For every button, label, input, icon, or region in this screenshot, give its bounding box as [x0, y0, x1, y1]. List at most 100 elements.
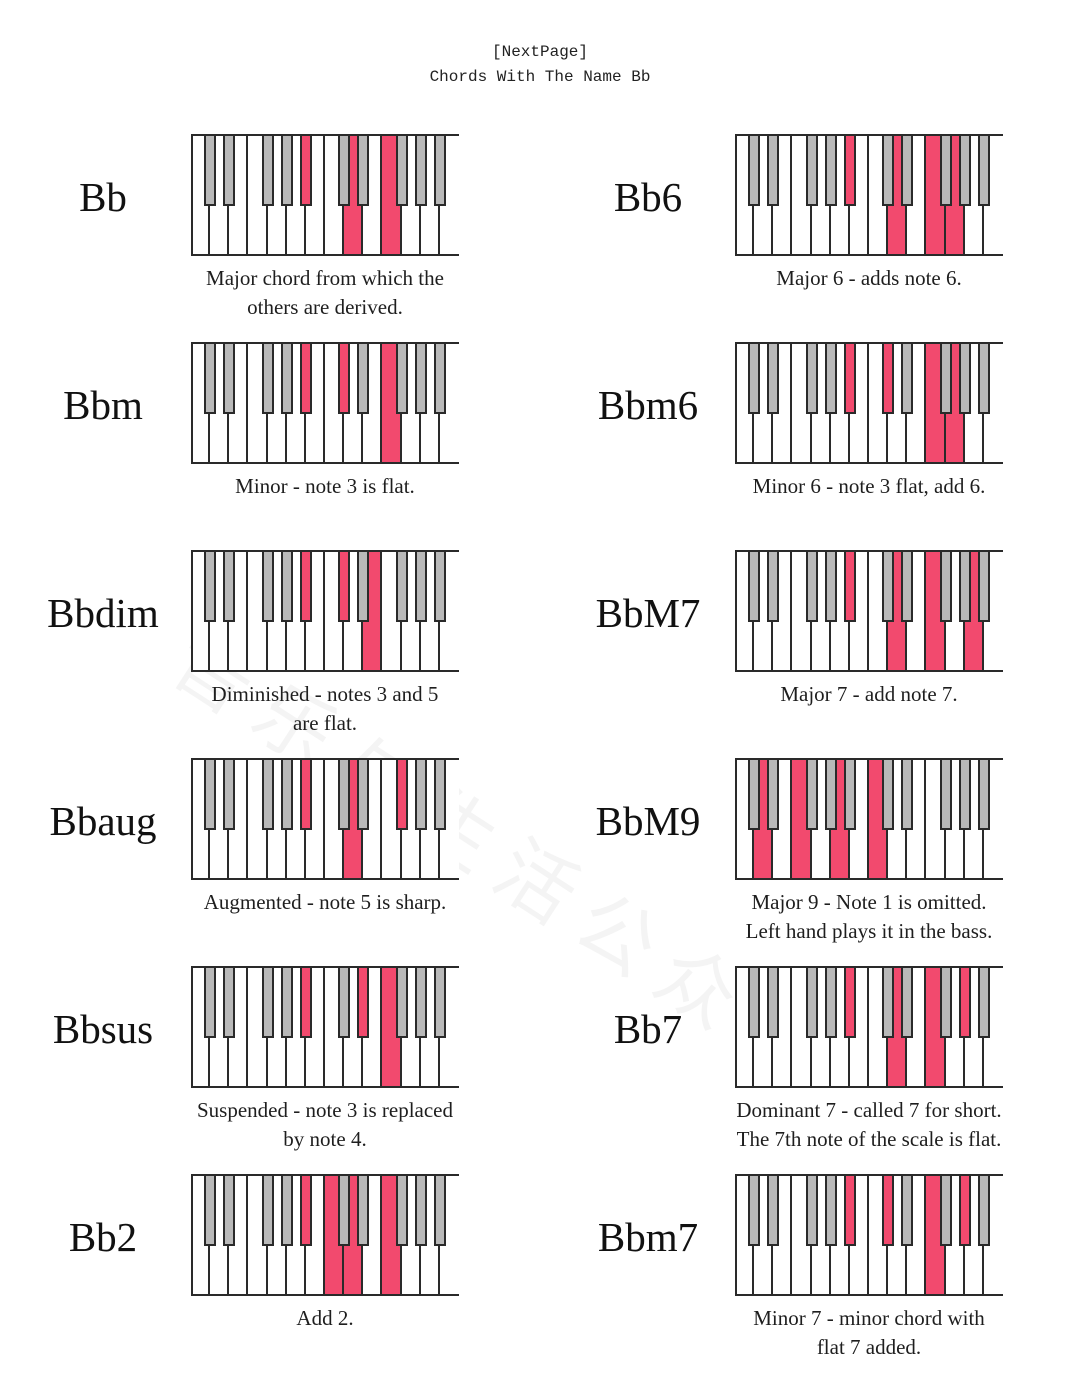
caption-line: Add 2. [296, 1306, 354, 1330]
piano-keyboard [735, 966, 1003, 1088]
black-key-d-sharp [223, 760, 236, 830]
black-key-d-sharp [901, 344, 914, 414]
chord-name: Bbdim [47, 590, 159, 636]
black-key-c-sharp [748, 968, 761, 1038]
black-key-d-sharp [223, 136, 236, 206]
black-key-c-sharp [338, 1176, 351, 1246]
black-key-c-sharp [748, 760, 761, 830]
caption-line: Diminished - notes 3 and 5 [211, 682, 439, 706]
chord-name: Bb6 [613, 174, 683, 220]
next-page-link[interactable]: [NextPage] [491, 43, 588, 61]
black-key-g-sharp [824, 344, 837, 414]
chord-caption: Minor 7 - minor chord with flat 7 added. [704, 1304, 1034, 1362]
piano-keyboard [191, 342, 459, 464]
black-key-g-sharp [280, 1176, 293, 1246]
black-key-g-sharp [824, 552, 837, 622]
black-key-d-sharp [357, 968, 370, 1038]
black-key-f-sharp [261, 1176, 274, 1246]
black-key-g-sharp [280, 968, 293, 1038]
black-key-a-sharp [433, 552, 446, 622]
chord-card: Bbdim Diminished - notes 3 and 5 are flat. [0, 550, 540, 758]
black-key-g-sharp [414, 552, 427, 622]
chord-card: Bb2 Add 2. [0, 1174, 540, 1382]
black-key-f-sharp [261, 760, 274, 830]
black-key-a-sharp [977, 760, 990, 830]
black-key-a-sharp [433, 136, 446, 206]
black-key-c-sharp [748, 1176, 761, 1246]
black-key-g-sharp [824, 968, 837, 1038]
chord-card: Bbaug Augmented - note 5 is sharp. [0, 758, 540, 966]
black-key-a-sharp [299, 344, 312, 414]
chord-name: Bbm [63, 382, 143, 428]
black-key-g-sharp [414, 1176, 427, 1246]
black-key-g-sharp [280, 552, 293, 622]
caption-line: The 7th note of the scale is flat. [736, 1127, 1002, 1151]
black-key-c-sharp [882, 344, 895, 414]
black-key-c-sharp [338, 968, 351, 1038]
caption-line: Minor 7 - minor chord with [753, 1306, 985, 1330]
black-key-c-sharp [338, 760, 351, 830]
chord-name: Bbm7 [597, 1214, 699, 1260]
black-key-f-sharp [805, 136, 818, 206]
black-key-g-sharp [280, 344, 293, 414]
black-key-f-sharp [261, 552, 274, 622]
black-key-f-sharp [395, 552, 408, 622]
black-key-a-sharp [843, 760, 856, 830]
black-key-a-sharp [843, 552, 856, 622]
caption-line: flat 7 added. [816, 1335, 922, 1359]
chord-card: Bbm7 Minor 7 - minor chord with flat 7 add… [544, 1174, 1080, 1382]
black-key-f-sharp [805, 344, 818, 414]
caption-line: by note 4. [283, 1127, 367, 1151]
caption-line: Suspended - note 3 is replaced [196, 1098, 453, 1122]
black-key-g-sharp [958, 760, 971, 830]
black-key-g-sharp [280, 760, 293, 830]
caption-line: Major chord from which the [206, 266, 444, 290]
black-key-a-sharp [433, 1176, 446, 1246]
black-key-c-sharp [204, 552, 217, 622]
chord-name: Bbaug [49, 798, 157, 844]
black-key-d-sharp [223, 1176, 236, 1246]
black-key-d-sharp [767, 552, 780, 622]
black-key-a-sharp [977, 136, 990, 206]
black-key-c-sharp [882, 1176, 895, 1246]
black-key-c-sharp [204, 968, 217, 1038]
black-key-d-sharp [767, 344, 780, 414]
piano-keyboard [735, 1174, 1003, 1296]
black-key-g-sharp [824, 136, 837, 206]
black-key-d-sharp [357, 136, 370, 206]
chord-card: Bb Major chord from which the others are d… [0, 134, 540, 342]
black-key-a-sharp [433, 968, 446, 1038]
black-key-f-sharp [395, 760, 408, 830]
black-key-a-sharp [977, 1176, 990, 1246]
caption-line: Major 9 - Note 1 is omitted. [751, 890, 987, 914]
chord-caption: Dominant 7 - called 7 for short. The 7th … [704, 1096, 1034, 1154]
page-header: [NextPage] Chords With The Name Bb [0, 40, 1080, 90]
black-key-a-sharp [977, 344, 990, 414]
black-key-c-sharp [338, 552, 351, 622]
caption-line: Minor - note 3 is flat. [235, 474, 415, 498]
black-key-a-sharp [977, 968, 990, 1038]
chord-caption: Major chord from which the others are der… [160, 264, 490, 322]
chord-card: Bb6 Major 6 - adds note 6. [544, 134, 1080, 342]
black-key-g-sharp [958, 968, 971, 1038]
black-key-f-sharp [261, 136, 274, 206]
black-key-c-sharp [204, 136, 217, 206]
piano-keyboard [191, 550, 459, 672]
chord-caption: Suspended - note 3 is replaced by note 4. [160, 1096, 490, 1154]
black-key-g-sharp [414, 344, 427, 414]
black-key-a-sharp [299, 968, 312, 1038]
black-key-g-sharp [958, 344, 971, 414]
black-key-d-sharp [223, 552, 236, 622]
black-key-f-sharp [395, 968, 408, 1038]
black-key-f-sharp [939, 344, 952, 414]
black-key-d-sharp [901, 552, 914, 622]
chord-caption: Minor 6 - note 3 flat, add 6. [704, 472, 1034, 501]
caption-line: others are derived. [247, 295, 403, 319]
black-key-g-sharp [958, 136, 971, 206]
black-key-d-sharp [901, 1176, 914, 1246]
black-key-g-sharp [280, 136, 293, 206]
black-key-d-sharp [357, 760, 370, 830]
black-key-g-sharp [824, 1176, 837, 1246]
caption-line: Dominant 7 - called 7 for short. [736, 1098, 1002, 1122]
black-key-f-sharp [805, 1176, 818, 1246]
